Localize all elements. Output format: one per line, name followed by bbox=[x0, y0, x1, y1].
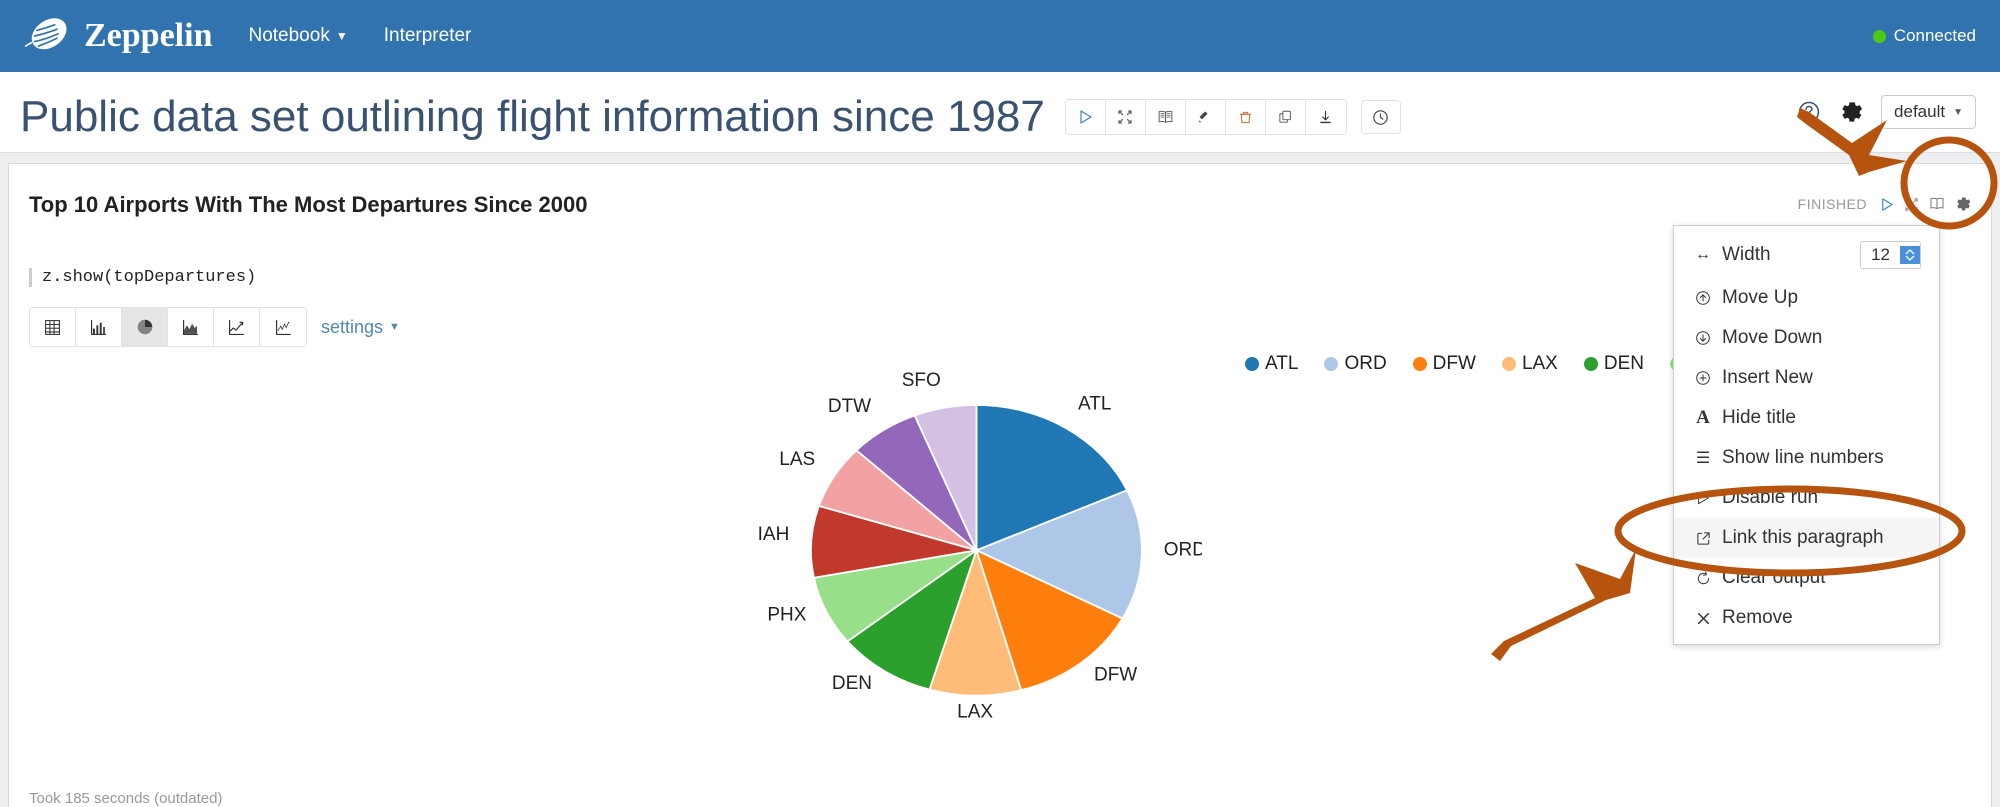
svg-text:ATL: ATL bbox=[1078, 394, 1111, 415]
svg-text:DTW: DTW bbox=[828, 396, 871, 417]
svg-text:LAS: LAS bbox=[779, 449, 815, 470]
svg-text:PHX: PHX bbox=[767, 605, 806, 626]
svg-text:IAH: IAH bbox=[758, 524, 790, 545]
svg-text:LAX: LAX bbox=[957, 702, 993, 723]
svg-text:DEN: DEN bbox=[832, 673, 872, 694]
svg-text:DFW: DFW bbox=[1094, 665, 1137, 686]
svg-text:SFO: SFO bbox=[902, 370, 941, 391]
svg-text:ORD: ORD bbox=[1164, 540, 1202, 561]
